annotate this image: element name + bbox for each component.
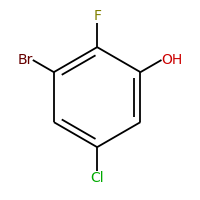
Text: Cl: Cl [90, 171, 104, 185]
Text: OH: OH [161, 53, 183, 67]
Text: F: F [93, 9, 101, 23]
Text: Br: Br [17, 53, 33, 67]
